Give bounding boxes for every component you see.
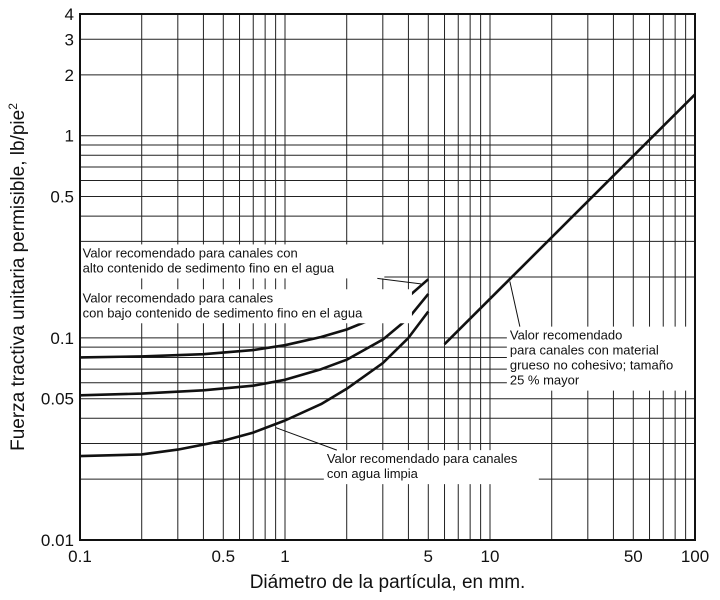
annotations: Valor recomendado para canales con alto c… <box>79 244 695 485</box>
y-axis-label-superscript: 2 <box>6 103 20 110</box>
annotation-text: Valor recomendado para canales con alto c… <box>83 245 335 275</box>
x-tick-label: 1 <box>280 547 289 566</box>
annotation-4: Valor recomendado para canales con materi… <box>506 281 695 391</box>
x-tick-label: 5 <box>424 547 433 566</box>
annotation-background <box>79 289 412 324</box>
annotation-leader-line <box>377 277 421 285</box>
annotation-line: alto contenido de sedimento fino en el a… <box>83 260 335 275</box>
y-tick-label: 2 <box>65 66 74 85</box>
x-axis-label: Diámetro de la partícula, en mm. <box>250 572 526 593</box>
x-tick-label: 50 <box>624 547 643 566</box>
y-tick-label: 0.1 <box>50 329 74 348</box>
x-tick-label: 0.5 <box>211 547 235 566</box>
annotation-line: 25 % mayor <box>510 373 580 388</box>
y-tick-label: 4 <box>65 5 74 24</box>
annotation-background <box>79 244 385 279</box>
y-tick-label: 3 <box>65 30 74 49</box>
annotation-background <box>323 450 539 485</box>
annotation-line: para canales con material <box>510 343 659 358</box>
annotation-text: Valor recomendado para canales con agua l… <box>327 451 518 481</box>
x-tick-label: 0.1 <box>68 547 92 566</box>
y-axis-label-main: Fuerza tractiva unitaria permisible, lb/… <box>8 110 29 451</box>
y-tick-label: 1 <box>65 127 74 146</box>
y-tick-label: 0.5 <box>50 188 74 207</box>
series-line-2 <box>79 293 430 397</box>
series-line-4 <box>443 93 696 346</box>
tick-labels: 0.1 0.5 1 5 10 50 100 0.01 0.05 0.1 0.5 1 2 3 4 <box>41 5 709 566</box>
annotation-line: Valor recomendado <box>510 328 623 343</box>
annotation-line: grueso no cohesivo; tamaño <box>510 358 673 373</box>
y-axis-label: Fuerza tractiva unitaria permisible, lb/… <box>6 103 29 451</box>
annotation-line: con agua limpia <box>327 466 419 481</box>
annotation-leader-line <box>509 281 521 327</box>
y-tick-label: 0.05 <box>41 390 74 409</box>
annotation-leader-line <box>275 427 338 451</box>
series-line-3 <box>79 310 430 458</box>
y-tick-label: 0.01 <box>41 531 74 550</box>
annotation-line: Valor recomendado para canales <box>83 290 274 305</box>
annotation-3: Valor recomendado para canales con agua l… <box>275 427 539 485</box>
annotation-line: Valor recomendado para canales con <box>83 245 298 260</box>
annotation-line: con bajo contenido de sedimento fino en … <box>83 305 363 320</box>
plot-frame <box>79 13 696 541</box>
x-tick-label: 10 <box>481 547 500 566</box>
annotation-background <box>506 326 695 391</box>
series-lines <box>79 93 696 458</box>
annotation-2: Valor recomendado para canales con bajo c… <box>79 289 412 386</box>
x-tick-label: 100 <box>681 547 709 566</box>
annotation-line: Valor recomendado para canales <box>327 451 518 466</box>
annotation-1: Valor recomendado para canales con alto c… <box>79 244 421 285</box>
annotation-text: Valor recomendado para canales con bajo c… <box>83 290 363 320</box>
annotation-text: Valor recomendado para canales con materi… <box>510 328 673 388</box>
